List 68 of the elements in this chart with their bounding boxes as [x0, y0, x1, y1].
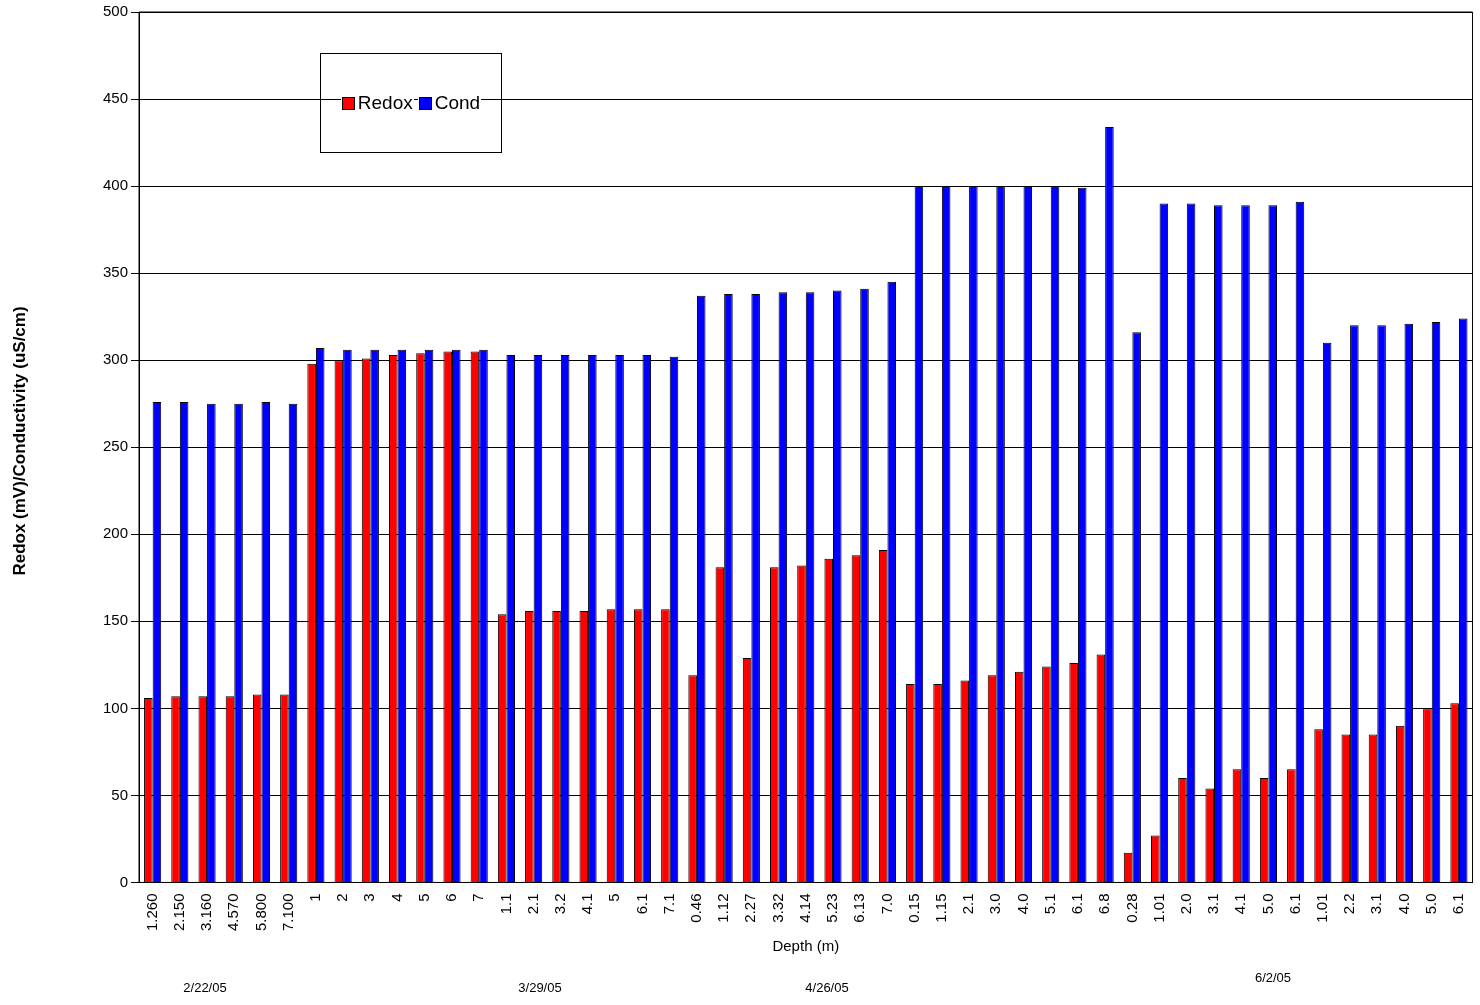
x-tick-label: 6.1: [1285, 893, 1303, 915]
x-tick-label: 4.0: [1394, 893, 1412, 915]
x-tick-label: 7.0: [877, 893, 895, 915]
x-tick-label: 2: [333, 893, 351, 902]
x-tick-label: 1.01: [1313, 893, 1331, 923]
x-tick-label: 0.46: [687, 893, 705, 923]
x-tick-label: 5.0: [1258, 893, 1276, 915]
x-tick-label: 1.01: [1149, 893, 1167, 923]
x-tick-label: 2.0: [1176, 893, 1194, 915]
text: 4/26/05: [805, 980, 849, 995]
y-tick-label: 350: [103, 263, 129, 281]
x-tick-label: 3.32: [768, 893, 786, 923]
x-tick-label: 1.1: [496, 893, 514, 915]
x-tick-label: 4.0: [1013, 893, 1031, 915]
x-tick-label: 3.160: [197, 893, 215, 932]
x-tick-label: 4.1: [1231, 893, 1249, 915]
x-tick-label: 2.1: [523, 893, 541, 915]
x-tick-label: 1: [306, 893, 324, 902]
x-tick-label: 2.2: [1340, 893, 1358, 915]
x-tick-label: 6.1: [1068, 893, 1086, 915]
x-tick-label: 4.1: [578, 893, 596, 915]
x-tick-label: 6.1: [632, 893, 650, 915]
x-tick-label: 2.150: [169, 893, 187, 932]
x-tick-label: 2.27: [741, 893, 759, 923]
x-tick-label: 5.1: [1040, 893, 1058, 915]
x-tick-label: 1.260: [142, 893, 160, 932]
x-tick-label: 6: [442, 893, 460, 902]
x-tick-label: 1.15: [932, 893, 949, 923]
y-tick-label: 200: [103, 524, 129, 542]
y-tick-label: 400: [103, 176, 129, 194]
x-tick-label: 5.0: [1421, 893, 1439, 915]
y-axis-title: Redox (mV)/Conductivity (uS/cm): [10, 306, 30, 576]
x-tick-label: 4.14: [795, 893, 813, 923]
y-tick-label: 250: [103, 437, 129, 455]
text: 6/2/05: [1254, 970, 1292, 985]
x-tick-label: 4.570: [224, 893, 242, 932]
x-tick-label: 1.12: [714, 893, 732, 923]
x-tick-label: 0.28: [1122, 893, 1140, 923]
legend-label: Redox: [340, 90, 414, 116]
x-tick-label: 5: [605, 893, 623, 902]
y-tick-label: 150: [103, 611, 129, 629]
x-tick-label: 5.23: [823, 893, 841, 923]
x-tick-label: 6.8: [1095, 893, 1113, 915]
y-tick-label: 50: [111, 785, 129, 803]
x-tick-label: 6.1: [1449, 893, 1467, 915]
y-tick-label: 0: [119, 872, 129, 890]
x-tick-label: 3.1: [1367, 893, 1385, 915]
x-tick-label: 7: [469, 893, 487, 902]
x-tick-label: 0.15: [904, 893, 922, 923]
y-tick-label: 450: [103, 89, 129, 107]
x-tick-label: 6.13: [850, 893, 868, 923]
text: 2/22/05: [183, 980, 227, 995]
x-tick-label: 3: [360, 893, 378, 902]
x-tick-label: 7.1: [659, 893, 677, 915]
x-tick-label: 5: [414, 893, 432, 902]
y-tick-label: 100: [103, 698, 129, 716]
y-tick-label: 300: [103, 350, 129, 368]
legend-label: Cond: [417, 90, 482, 116]
x-tick-label: 7.100: [278, 893, 296, 932]
x-tick-label: 3.2: [550, 893, 568, 915]
x-tick-label: 3.1: [1204, 893, 1222, 915]
text: 3/29/05: [518, 980, 562, 995]
x-tick-label: 5.800: [251, 893, 269, 932]
x-axis-title: Depth (m): [772, 937, 840, 955]
x-tick-label: 3.0: [986, 893, 1004, 915]
x-tick-label: 4: [387, 893, 405, 902]
x-tick-label: 2.1: [959, 893, 977, 915]
y-tick-label: 500: [103, 2, 129, 20]
